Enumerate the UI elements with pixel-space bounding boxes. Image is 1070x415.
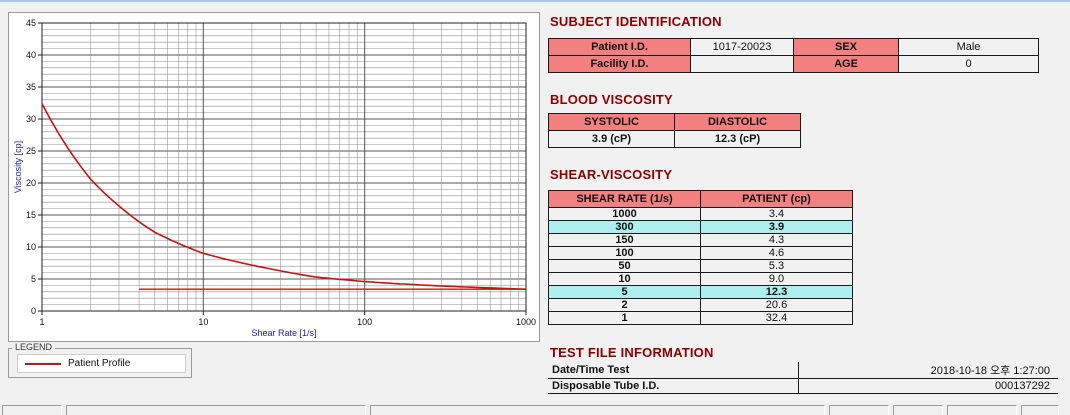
shear-viscosity-body: 1000 3.4 300 3.9 150 4.3 100 4.6 50 5.3 10 9.0 5 12.3…: [548, 207, 853, 325]
tube-id-label: Disposable Tube I.D.: [548, 378, 798, 394]
diastolic-header: DIASTOLIC: [674, 113, 801, 131]
shear-viscosity-row: 10 9.0: [548, 272, 853, 286]
svg-text:45: 45: [26, 18, 36, 28]
shear-rate-cell: 5: [548, 285, 701, 299]
svg-text:30: 30: [26, 114, 36, 124]
shear-viscosity-row: 100 4.6: [548, 246, 853, 260]
svg-text:10: 10: [26, 242, 36, 252]
sex-value: Male: [898, 38, 1039, 56]
patient-viscosity-cell: 4.3: [700, 233, 853, 247]
shear-rate-cell: 1: [548, 311, 701, 325]
status-panel: [1021, 405, 1059, 415]
svg-text:40: 40: [26, 50, 36, 60]
subject-table: Patient I.D. 1017-20023 SEX Male Facilit…: [548, 38, 1039, 73]
facility-id-label: Facility I.D.: [548, 55, 691, 73]
svg-text:0: 0: [31, 306, 36, 316]
status-panel: [893, 405, 943, 415]
subject-row: Facility I.D. AGE 0: [548, 55, 1039, 73]
svg-text:35: 35: [26, 82, 36, 92]
patient-viscosity-cell: 32.4: [700, 311, 853, 325]
shear-viscosity-row: 2 20.6: [548, 298, 853, 312]
subject-row: Patient I.D. 1017-20023 SEX Male: [548, 38, 1039, 56]
patient-viscosity-cell: 3.4: [700, 207, 853, 221]
date-time-value: 2018-10-18 오후 1:27:00: [797, 362, 1058, 379]
age-label: AGE: [793, 55, 899, 73]
patient-viscosity-cell: 20.6: [700, 298, 853, 312]
legend-line-sample: [25, 362, 61, 365]
shear-rate-cell: 150: [548, 233, 701, 247]
patient-viscosity-cell: 9.0: [700, 272, 853, 286]
shear-viscosity-row: 300 3.9: [548, 220, 853, 234]
test-file-row: Date/Time Test 2018-10-18 오후 1:27:00: [548, 362, 1058, 379]
shear-viscosity-header-row: SHEAR RATE (1/s) PATIENT (cp): [548, 190, 853, 208]
tube-id-value: 000137292: [797, 378, 1058, 394]
svg-text:10: 10: [198, 317, 208, 327]
shear-viscosity-row: 1 32.4: [548, 311, 853, 325]
test-file-row: Disposable Tube I.D. 000137292: [548, 378, 1058, 394]
svg-text:Viscosity [cp]: Viscosity [cp]: [13, 141, 23, 193]
shear-rate-header: SHEAR RATE (1/s): [548, 190, 701, 208]
svg-text:15: 15: [26, 210, 36, 220]
status-panel: [829, 405, 889, 415]
test-file-information-title: TEST FILE INFORMATION: [550, 345, 714, 360]
viscosity-chart-panel: 0 5 10 15 20 25 30 35 40 45 1 10 100 1000 Shear Rate […: [8, 12, 540, 342]
patient-cp-header: PATIENT (cp): [700, 190, 853, 208]
shear-viscosity-row: 150 4.3: [548, 233, 853, 247]
sex-label: SEX: [793, 38, 899, 56]
legend-box: LEGEND Patient Profile: [8, 342, 192, 378]
patient-viscosity-cell: 12.3: [700, 285, 853, 299]
svg-text:5: 5: [31, 274, 36, 284]
patient-id-value: 1017-20023: [690, 38, 794, 56]
svg-text:100: 100: [357, 317, 372, 327]
shear-viscosity-row: 50 5.3: [548, 259, 853, 273]
systolic-value: 3.9 (cP): [548, 130, 675, 148]
shear-viscosity-table: SHEAR RATE (1/s) PATIENT (cp) 1000 3.4 300…: [548, 190, 853, 325]
diastolic-value: 12.3 (cP): [674, 130, 801, 148]
shear-rate-cell: 10: [548, 272, 701, 286]
age-value: 0: [898, 55, 1039, 73]
status-panel: [2, 405, 62, 415]
legend-item-label: Patient Profile: [68, 358, 131, 369]
date-time-label: Date/Time Test: [548, 362, 798, 379]
blood-viscosity-table: SYSTOLIC DIASTOLIC 3.9 (cP) 12.3 (cP): [548, 113, 801, 148]
patient-viscosity-cell: 3.9: [700, 220, 853, 234]
svg-text:20: 20: [26, 178, 36, 188]
systolic-header: SYSTOLIC: [548, 113, 675, 131]
shear-rate-cell: 50: [548, 259, 701, 273]
status-bar: [2, 405, 1059, 415]
shear-viscosity-row: 1000 3.4: [548, 207, 853, 221]
test-file-table: Date/Time Test 2018-10-18 오후 1:27:00 Dis…: [548, 362, 1058, 394]
patient-viscosity-cell: 4.6: [700, 246, 853, 260]
patient-viscosity-cell: 5.3: [700, 259, 853, 273]
shear-viscosity-title: SHEAR-VISCOSITY: [550, 167, 673, 182]
patient-id-label: Patient I.D.: [548, 38, 691, 56]
status-panel: [66, 405, 366, 415]
legend-title: LEGEND: [12, 342, 56, 352]
facility-id-value: [690, 55, 794, 73]
blood-viscosity-title: BLOOD VISCOSITY: [550, 92, 673, 107]
viscosity-chart: 0 5 10 15 20 25 30 35 40 45 1 10 100 1000 Shear Rate […: [13, 18, 536, 338]
status-panel: [947, 405, 1017, 415]
shear-rate-cell: 100: [548, 246, 701, 260]
shear-viscosity-row: 5 12.3: [548, 285, 853, 299]
shear-rate-cell: 300: [548, 220, 701, 234]
svg-text:25: 25: [26, 146, 36, 156]
blood-viscosity-value-row: 3.9 (cP) 12.3 (cP): [548, 130, 801, 148]
shear-rate-cell: 2: [548, 298, 701, 312]
shear-rate-cell: 1000: [548, 207, 701, 221]
subject-identification-title: SUBJECT IDENTIFICATION: [550, 14, 722, 29]
svg-text:1: 1: [39, 317, 44, 327]
svg-text:1000: 1000: [516, 317, 536, 327]
blood-viscosity-header-row: SYSTOLIC DIASTOLIC: [548, 113, 801, 131]
svg-text:Shear Rate [1/s]: Shear Rate [1/s]: [251, 328, 316, 338]
legend-item: Patient Profile: [17, 354, 186, 373]
status-panel: [370, 405, 825, 415]
